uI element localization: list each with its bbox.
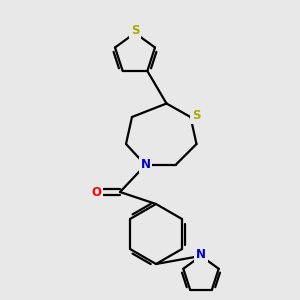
Text: S: S — [192, 109, 200, 122]
Text: O: O — [91, 185, 101, 199]
Text: N: N — [196, 248, 206, 261]
Text: N: N — [140, 158, 151, 172]
Text: S: S — [131, 24, 139, 37]
